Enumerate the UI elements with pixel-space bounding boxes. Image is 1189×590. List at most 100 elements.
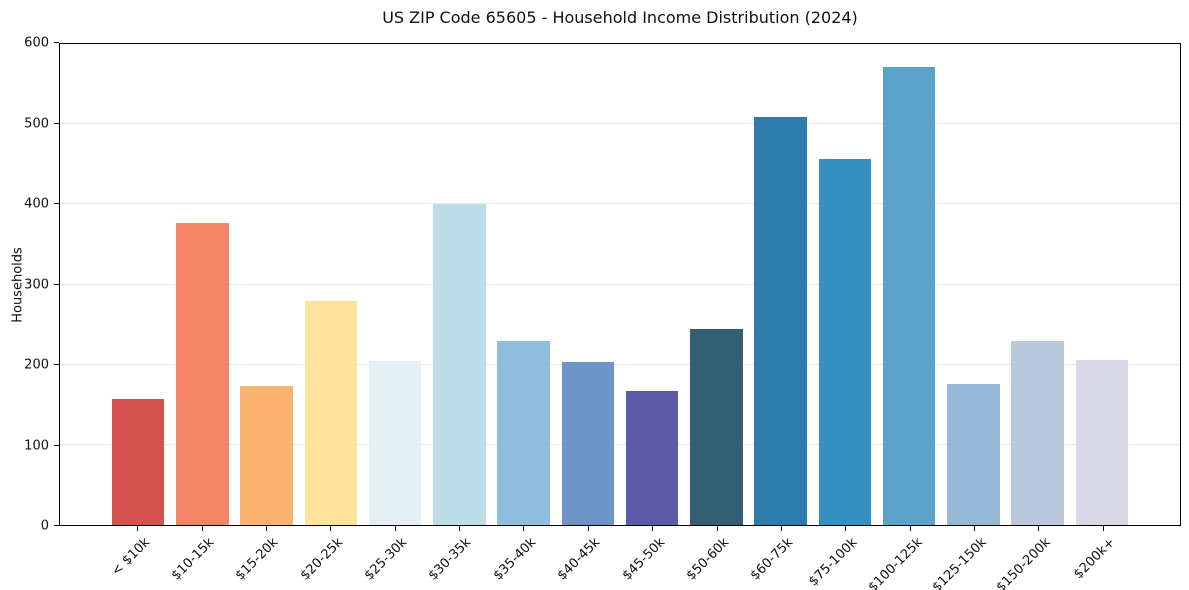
x-slot: $150-200k <box>994 526 1070 590</box>
bar-$60-75k <box>754 116 807 525</box>
x-slot: $30-35k <box>426 526 491 590</box>
x-tick-mark <box>265 526 267 531</box>
gridline <box>60 203 1180 205</box>
x-tick-mark <box>587 526 589 531</box>
bar-slot <box>235 44 299 525</box>
y-tick-label: 0 <box>40 518 49 534</box>
x-tick-mark <box>1102 526 1104 531</box>
y-axis: 0 100 200 300 400 500 600 <box>0 36 59 534</box>
bar-$125-150k <box>947 383 1000 525</box>
x-slot: $125-150k <box>929 526 1006 590</box>
bar-slot <box>492 44 556 525</box>
x-slot: $200k+ <box>1071 526 1135 590</box>
y-tick-label: 300 <box>24 277 49 292</box>
x-tick-mark <box>716 526 718 531</box>
x-slot: $50-60k <box>684 526 748 590</box>
bar-slot <box>170 44 234 525</box>
x-tick-label: $25-30k <box>361 535 411 584</box>
x-tick-mark <box>974 526 976 531</box>
x-slot: $35-40k <box>491 526 555 590</box>
bar-$100-125k <box>882 67 936 525</box>
plot-area <box>59 43 1181 526</box>
y-tick-mark <box>54 283 59 285</box>
gridline <box>60 123 1180 125</box>
bar-$75-100k <box>818 158 872 525</box>
bars-row <box>60 44 1180 525</box>
x-tick-mark <box>523 526 525 531</box>
bar-$25-30k <box>368 361 422 525</box>
y-tick-label: 400 <box>24 196 49 212</box>
x-slot: < $10k <box>105 526 169 590</box>
bar-< $10k <box>111 399 165 525</box>
x-tick-label: $20-25k <box>297 535 346 584</box>
bar-slot <box>556 44 620 525</box>
gridline <box>60 283 1180 285</box>
gridline <box>60 363 1180 365</box>
bar-slot <box>1006 44 1070 525</box>
y-tick-mark <box>54 203 59 205</box>
bar-slot <box>106 44 170 525</box>
x-tick-mark <box>780 526 782 531</box>
x-tick-mark <box>459 526 461 531</box>
x-tick-label: $15-20k <box>233 535 282 584</box>
bar-$45-50k <box>625 391 679 525</box>
y-tick-label: 500 <box>24 116 49 131</box>
x-tick-mark <box>394 526 396 531</box>
y-tick-mark <box>54 364 59 366</box>
bar-$30-35k <box>433 204 486 525</box>
y-tick-label: 600 <box>24 35 49 51</box>
x-tick-mark <box>330 526 332 531</box>
bar-slot <box>877 44 941 525</box>
y-tick-mark <box>54 525 59 526</box>
bar-slot <box>684 44 748 525</box>
x-slot: $20-25k <box>297 526 362 590</box>
x-tick-mark <box>652 526 654 531</box>
chart-title: US ZIP Code 65605 - Household Income Dis… <box>382 8 858 27</box>
x-slot: $25-30k <box>361 526 427 590</box>
x-tick-label: $75-100k <box>806 535 861 590</box>
bar-$150-200k <box>1011 341 1064 525</box>
x-slot: $15-20k <box>233 526 298 590</box>
bar-slot <box>363 44 427 525</box>
bar-slot <box>941 44 1005 525</box>
y-tick-label: 100 <box>24 438 49 454</box>
y-tick-mark <box>54 42 59 43</box>
x-tick-label: $60-75k <box>748 535 797 584</box>
y-tick-mark <box>54 122 59 124</box>
x-tick-mark <box>1038 526 1040 531</box>
x-tick-label: $40-45k <box>554 535 604 584</box>
x-slot: $45-50k <box>619 526 684 590</box>
bar-slot <box>427 44 491 525</box>
bar-$35-40k <box>497 340 550 525</box>
x-tick-mark <box>909 526 911 531</box>
x-slot: $75-100k <box>807 526 877 590</box>
x-axis: < $10k $10-15k $15-20k $20-25k $25-30k $30-35… <box>59 526 1181 590</box>
x-tick-label: $200k+ <box>1071 535 1119 583</box>
bar-slot <box>299 44 363 525</box>
x-slot: $40-45k <box>554 526 620 590</box>
bar-$20-25k <box>304 300 358 525</box>
x-tick-label: $30-35k <box>426 535 475 584</box>
bar-slot <box>813 44 877 525</box>
x-tick-mark <box>137 526 139 531</box>
bar-slot <box>749 44 813 525</box>
bar-$200k+ <box>1075 359 1129 525</box>
x-tick-label: $45-50k <box>619 535 668 584</box>
bar-slot <box>1070 44 1134 525</box>
x-tick-label: < $10k <box>108 535 153 580</box>
x-tick-label: $10-15k <box>168 535 218 584</box>
x-slot: $10-15k <box>169 526 233 590</box>
x-slot: $60-75k <box>748 526 813 590</box>
bar-$15-20k <box>240 386 293 525</box>
x-tick-label: $50-60k <box>683 535 733 584</box>
gridline <box>60 443 1180 445</box>
y-tick-mark <box>54 444 59 446</box>
x-tick-mark <box>201 526 203 531</box>
bar-slot <box>620 44 684 525</box>
x-tick-mark <box>845 526 847 531</box>
bar-$50-60k <box>690 329 743 525</box>
bar-$10-15k <box>176 222 229 525</box>
x-tick-label: $35-40k <box>490 535 540 584</box>
bar-$40-45k <box>561 362 615 525</box>
